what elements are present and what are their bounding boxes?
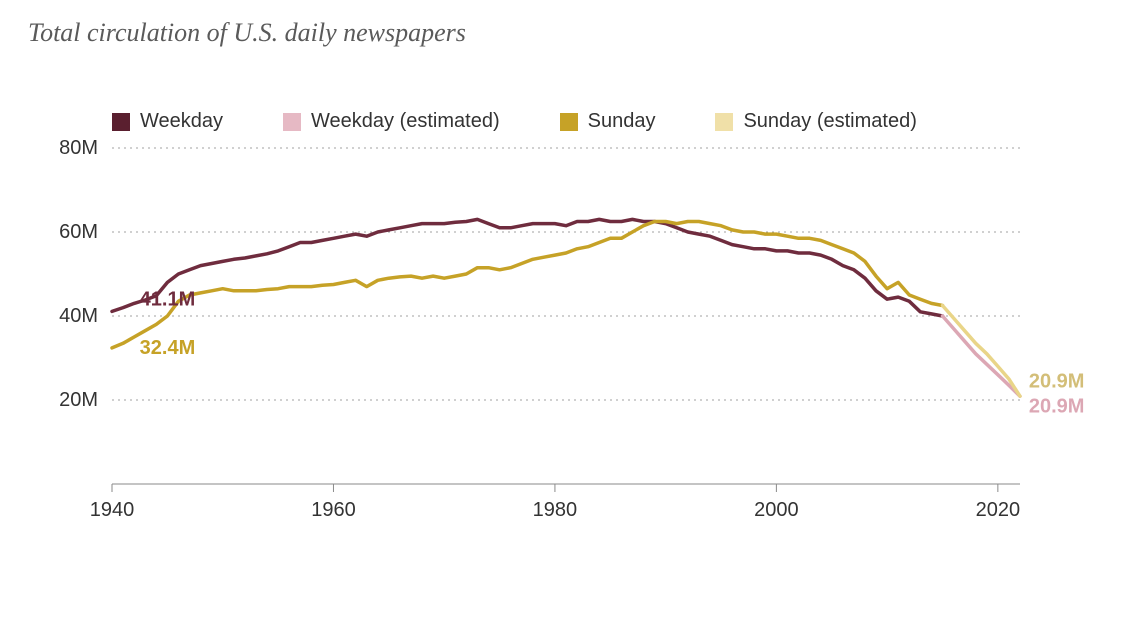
svg-text:2000: 2000 [754,499,799,521]
svg-text:2020: 2020 [976,499,1021,521]
chart-plot: 20M 40M 60M 80M 1940 1960 1980 2000 2020 41.1M 32.… [0,0,1128,636]
svg-text:41.1M: 41.1M [140,289,196,311]
svg-text:40M: 40M [59,305,98,327]
svg-text:1980: 1980 [533,499,578,521]
svg-text:60M: 60M [59,221,98,243]
svg-text:1960: 1960 [311,499,356,521]
svg-text:32.4M: 32.4M [140,337,196,359]
svg-text:20.9M: 20.9M [1029,370,1085,392]
svg-text:20M: 20M [59,389,98,411]
svg-text:20.9M: 20.9M [1029,396,1085,418]
svg-text:1940: 1940 [90,499,135,521]
svg-text:80M: 80M [59,137,98,159]
chart-container: Total circulation of U.S. daily newspape… [0,0,1128,636]
